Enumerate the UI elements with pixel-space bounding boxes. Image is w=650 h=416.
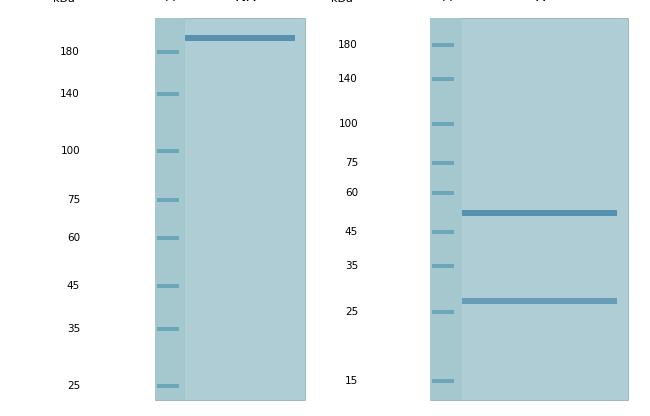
Bar [157,285,179,288]
Bar [432,264,454,268]
Text: 60: 60 [345,188,358,198]
Bar [462,210,617,216]
Text: 180: 180 [338,40,358,50]
Bar [432,161,454,165]
Bar [432,379,454,383]
Text: 180: 180 [60,47,80,57]
Bar [432,122,454,126]
Bar [432,310,454,314]
Bar [157,198,179,202]
Text: 35: 35 [344,261,358,271]
Text: 45: 45 [67,282,80,292]
Bar [432,43,454,47]
Bar [432,77,454,81]
Text: 140: 140 [338,74,358,84]
Bar [157,384,179,388]
Bar [155,18,305,400]
Text: kDa: kDa [53,0,75,4]
Text: 75: 75 [67,195,80,205]
Bar [185,35,295,42]
Text: 75: 75 [344,158,358,168]
Text: 45: 45 [344,227,358,237]
Text: 25: 25 [67,381,80,391]
Text: NR: NR [234,0,256,4]
Text: M: M [441,0,452,4]
Text: M: M [164,0,176,4]
Bar [432,191,454,196]
Bar [430,18,628,400]
Bar [432,230,454,234]
Bar [157,92,179,97]
Bar [157,327,179,331]
Text: 35: 35 [67,324,80,334]
Text: 15: 15 [344,376,358,386]
Text: kDa: kDa [331,0,353,4]
Text: 140: 140 [60,89,80,99]
Bar [157,50,179,54]
Text: 100: 100 [339,119,358,129]
Bar [155,18,185,400]
Bar [157,236,179,240]
Text: 60: 60 [67,233,80,243]
Text: R: R [535,0,545,4]
Text: 100: 100 [60,146,80,156]
Text: 25: 25 [344,307,358,317]
Bar [157,149,179,154]
Bar [462,298,617,304]
Bar [430,18,462,400]
